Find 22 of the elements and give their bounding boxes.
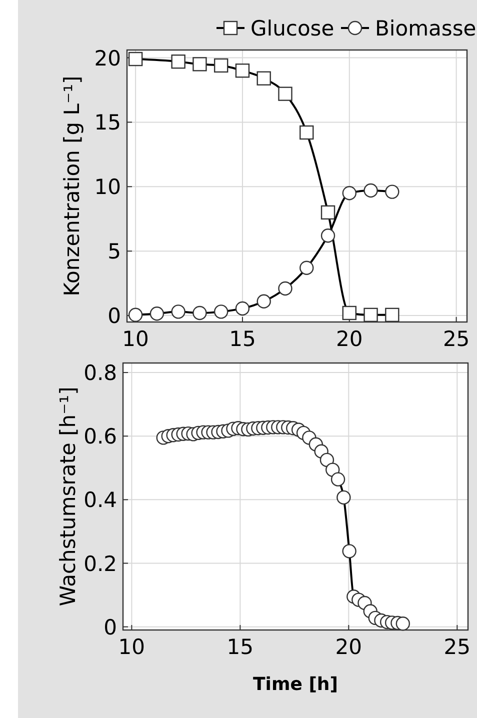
y-tick-label: 0.4 xyxy=(84,488,117,512)
y-tick-label: 0 xyxy=(104,615,117,640)
x-tick-label: 20 xyxy=(335,635,362,659)
y-tick-label: 0.6 xyxy=(84,424,117,449)
y-tick-label: 5 xyxy=(108,240,121,264)
y-tick-label: 15 xyxy=(94,110,121,135)
y-axis-title: Wachstumsrate [h⁻¹] xyxy=(56,386,80,606)
legend-label: Glucose xyxy=(250,16,334,41)
y-tick-label: 20 xyxy=(94,46,121,70)
y-tick-label: 0.2 xyxy=(84,552,117,576)
legend-label: Biomasse xyxy=(375,16,476,41)
x-tick-label: 10 xyxy=(122,327,149,351)
y-tick-label: 10 xyxy=(94,175,121,200)
x-tick-label: 15 xyxy=(229,327,256,351)
y-axis-title: Konzentration [g L⁻¹] xyxy=(60,76,84,296)
x-tick-label: 25 xyxy=(442,327,470,351)
y-tick-label: 0.8 xyxy=(84,361,117,386)
y-tick-label: 0 xyxy=(108,304,121,328)
x-tick-label: 20 xyxy=(336,327,363,351)
x-axis-title: Time [h] xyxy=(253,674,338,695)
x-tick-label: 25 xyxy=(444,635,471,659)
x-tick-label: 15 xyxy=(226,635,254,659)
